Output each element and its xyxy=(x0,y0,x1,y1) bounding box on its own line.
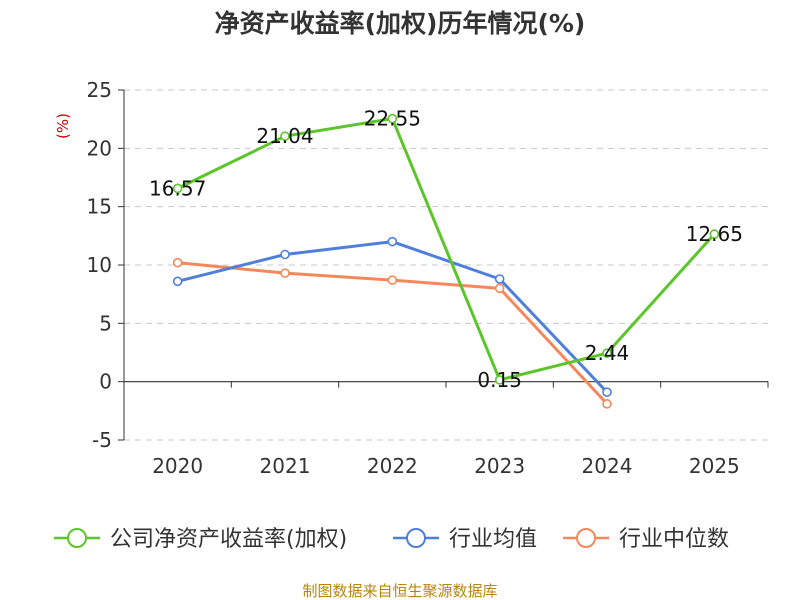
data-label: 16.57 xyxy=(149,176,206,200)
data-point xyxy=(280,249,290,260)
series xyxy=(172,113,720,409)
y-tick-label: -5 xyxy=(92,428,112,452)
chart-title: 净资产收益率(加权)历年情况(%) xyxy=(215,9,586,38)
legend-entry: 行业均值 xyxy=(449,527,537,552)
data-point xyxy=(709,229,720,239)
series-line xyxy=(177,117,716,382)
data-point xyxy=(172,257,183,268)
data-point xyxy=(172,183,183,194)
legend[interactable]: 公司净资产收益率(加权) 行业均值 行业中位数 xyxy=(54,527,729,552)
source-note: 制图数据来自恒生聚源数据库 xyxy=(302,582,497,600)
x-tick-label: 2023 xyxy=(474,454,525,478)
data-point xyxy=(280,268,290,278)
data-label: 2.44 xyxy=(585,341,630,365)
data-point xyxy=(280,131,290,141)
x-tick-label: 2025 xyxy=(689,454,740,478)
y-tick-label: 15 xyxy=(87,195,112,219)
legend-entry: 行业中位数 xyxy=(619,527,729,552)
y-axis-label: (%) xyxy=(54,113,72,139)
data-label: 22.55 xyxy=(364,107,421,131)
data-label: 21.04 xyxy=(256,124,313,148)
x-tick-label: 2024 xyxy=(582,454,633,478)
x-tick-label: 2020 xyxy=(152,454,203,478)
data-point xyxy=(387,275,398,285)
data-label: 0.15 xyxy=(477,368,522,392)
data-point xyxy=(494,274,505,284)
y-tick-label: 10 xyxy=(87,253,112,277)
data-point xyxy=(387,113,398,124)
y-tick-label: 25 xyxy=(87,78,112,102)
data-point xyxy=(494,283,505,294)
legend-marker xyxy=(406,528,426,548)
data-label: 12.65 xyxy=(686,222,743,246)
y-tick-label: 20 xyxy=(87,136,112,160)
legend-entry: 公司净资产收益率(加权) xyxy=(110,527,347,552)
data-point xyxy=(602,348,612,359)
y-tick-label: 0 xyxy=(99,370,112,394)
legend-marker xyxy=(67,528,87,548)
x-tick-label: 2021 xyxy=(260,454,311,478)
grid-lines xyxy=(124,89,768,441)
data-labels: 16.57 21.04 22.55 0.15 2.44 12.65 xyxy=(149,107,743,392)
data-point xyxy=(387,236,398,247)
data-point xyxy=(602,387,612,397)
legend-marker xyxy=(576,528,596,548)
x-tick-label: 2022 xyxy=(367,454,418,478)
data-point xyxy=(494,375,505,385)
data-point xyxy=(172,276,183,287)
y-tick-label: 5 xyxy=(99,311,112,335)
data-point xyxy=(602,399,612,409)
